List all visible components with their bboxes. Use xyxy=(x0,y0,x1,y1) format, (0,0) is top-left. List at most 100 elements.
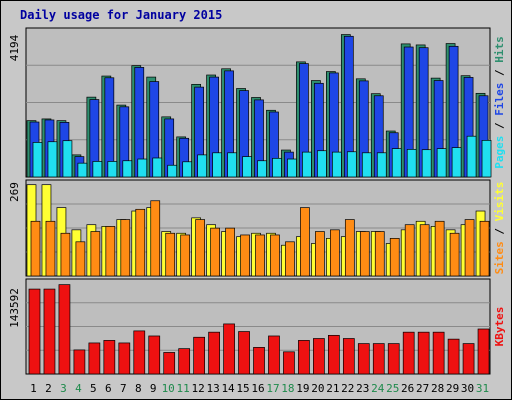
bar-pages-day-14 xyxy=(227,152,237,178)
bar-kbytes-day-12 xyxy=(193,336,205,375)
day-label-7: 7 xyxy=(120,382,127,395)
bar-sites-day-11 xyxy=(180,234,191,277)
bar-kbytes-day-13 xyxy=(208,331,220,375)
bar-kbytes-day-31 xyxy=(477,328,490,375)
day-label-21: 21 xyxy=(326,382,339,395)
bar-sites-day-25 xyxy=(389,238,400,277)
bar-pages-day-13 xyxy=(212,152,222,178)
bar-pages-day-3 xyxy=(62,140,73,178)
bar-sites-day-21 xyxy=(330,229,340,277)
day-label-25: 25 xyxy=(386,382,399,395)
hits-panel-legend: Pages / Files / Hits xyxy=(493,36,506,169)
day-label-10: 10 xyxy=(162,382,175,395)
day-label-29: 29 xyxy=(446,382,459,395)
bar-pages-day-31 xyxy=(481,140,492,178)
visits-panel-ymax-label: 269 xyxy=(8,182,21,202)
legend-kbytes: KBytes xyxy=(493,307,506,347)
bar-pages-day-22 xyxy=(346,151,357,178)
day-label-11: 11 xyxy=(177,382,190,395)
legend-separator: / xyxy=(493,221,506,241)
bar-pages-day-2 xyxy=(47,141,58,178)
bar-sites-day-14 xyxy=(225,227,235,277)
bar-sites-day-27 xyxy=(419,224,430,277)
bar-kbytes-day-27 xyxy=(417,331,430,375)
bar-kbytes-day-4 xyxy=(73,349,86,375)
day-label-31: 31 xyxy=(476,382,489,395)
bar-sites-day-16 xyxy=(255,234,265,277)
bar-pages-day-18 xyxy=(287,158,297,178)
legend-text: Sites / Visits xyxy=(493,182,506,275)
day-label-17: 17 xyxy=(266,382,279,395)
day-label-19: 19 xyxy=(296,382,309,395)
bar-pages-day-25 xyxy=(391,148,402,178)
bar-pages-day-19 xyxy=(302,151,312,178)
bar-sites-day-20 xyxy=(315,231,325,277)
day-label-24: 24 xyxy=(371,382,385,395)
day-axis-labels: 1 2 3 4 5 6 7 8 9 10 11 12 13 14 15 16 17 18 19 20 21 22 23 24 2… xyxy=(30,382,489,395)
kbytes-panel-legend: KBytes xyxy=(493,307,506,347)
bar-pages-day-16 xyxy=(257,160,267,178)
bar-pages-day-29 xyxy=(451,147,462,178)
bar-sites-day-30 xyxy=(464,219,475,277)
bar-kbytes-day-28 xyxy=(432,331,445,375)
day-label-27: 27 xyxy=(416,382,429,395)
bar-sites-day-26 xyxy=(404,224,415,277)
bar-pages-day-10 xyxy=(167,164,178,178)
day-label-18: 18 xyxy=(281,382,294,395)
bar-kbytes-day-8 xyxy=(133,330,146,375)
bar-pages-day-9 xyxy=(152,157,163,178)
bar-sites-day-7 xyxy=(120,219,131,277)
day-label-9: 9 xyxy=(150,382,157,395)
bar-kbytes-day-17 xyxy=(268,335,280,375)
bar-pages-day-27 xyxy=(421,149,432,178)
kbytes-panel: 143592 KBytes xyxy=(8,278,506,375)
bar-kbytes-day-3 xyxy=(58,284,71,375)
bar-kbytes-day-2 xyxy=(43,288,56,375)
day-label-2: 2 xyxy=(45,382,52,395)
bar-sites-day-3 xyxy=(60,232,71,277)
bar-sites-day-29 xyxy=(449,232,460,277)
bar-sites-day-2 xyxy=(45,220,56,277)
bar-kbytes-day-23 xyxy=(357,343,370,375)
bar-kbytes-day-10 xyxy=(163,352,176,375)
day-label-16: 16 xyxy=(251,382,264,395)
bar-sites-day-4 xyxy=(75,241,86,277)
day-label-12: 12 xyxy=(192,382,205,395)
legend-separator: / xyxy=(493,116,506,136)
bar-kbytes-day-1 xyxy=(28,288,41,375)
day-label-14: 14 xyxy=(221,382,235,395)
bar-sites-day-23 xyxy=(359,231,370,277)
bar-pages-day-12 xyxy=(197,154,207,178)
bar-kbytes-day-7 xyxy=(118,342,131,375)
day-label-5: 5 xyxy=(90,382,97,395)
bar-pages-day-15 xyxy=(242,156,252,178)
bar-kbytes-day-30 xyxy=(462,343,475,375)
bar-pages-day-30 xyxy=(466,135,477,178)
legend-files: Files xyxy=(493,83,506,116)
bar-sites-day-24 xyxy=(374,231,385,277)
bar-sites-day-10 xyxy=(165,232,176,277)
bar-kbytes-day-9 xyxy=(148,335,161,375)
bar-kbytes-day-6 xyxy=(103,340,116,375)
bar-pages-day-1 xyxy=(32,142,43,178)
bar-kbytes-day-16 xyxy=(253,347,265,375)
bar-kbytes-day-22 xyxy=(342,338,355,375)
day-label-22: 22 xyxy=(341,382,354,395)
bar-sites-day-1 xyxy=(30,220,41,277)
day-label-13: 13 xyxy=(206,382,219,395)
bar-sites-day-28 xyxy=(434,220,445,277)
visits-panel-legend: Sites / Visits xyxy=(493,182,506,275)
day-label-6: 6 xyxy=(105,382,112,395)
day-label-23: 23 xyxy=(356,382,369,395)
day-label-8: 8 xyxy=(135,382,142,395)
bar-pages-day-4 xyxy=(77,162,88,178)
bar-kbytes-day-25 xyxy=(387,343,400,375)
day-label-15: 15 xyxy=(236,382,249,395)
bar-kbytes-day-29 xyxy=(447,338,460,375)
bar-kbytes-day-18 xyxy=(283,351,295,375)
bar-kbytes-day-14 xyxy=(223,323,235,375)
legend-hits: Hits xyxy=(493,36,506,63)
bar-pages-day-17 xyxy=(272,157,282,178)
bar-sites-day-13 xyxy=(210,227,220,277)
chart-title: Daily usage for January 2015 xyxy=(20,8,222,22)
